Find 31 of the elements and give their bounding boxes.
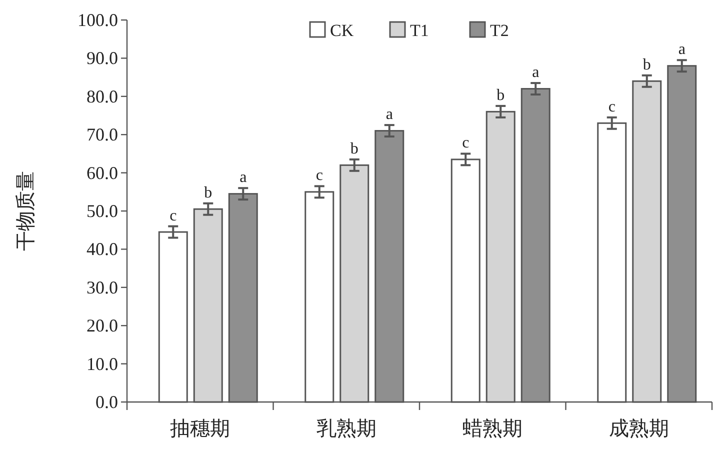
data-label: c	[462, 134, 470, 152]
legend-label: CK	[330, 21, 354, 40]
y-tick-label: 10.0	[86, 354, 118, 374]
y-tick-label: 90.0	[86, 48, 118, 68]
data-label: b	[496, 86, 505, 104]
y-axis-title: 干物质量	[15, 171, 37, 251]
data-label: a	[532, 64, 540, 82]
y-tick-label: 80.0	[86, 86, 118, 106]
y-tick-label: 100.0	[78, 10, 118, 30]
data-label: b	[642, 56, 651, 74]
data-label: b	[350, 140, 358, 158]
y-tick-label: 0.0	[96, 392, 118, 412]
data-label: b	[204, 184, 212, 202]
y-tick-label: 70.0	[86, 124, 118, 145]
data-label: c	[316, 167, 323, 184]
y-tick-label: 40.0	[86, 239, 118, 260]
y-tick-label: 50.0	[86, 201, 118, 221]
x-tick-label: 抽穗期	[170, 418, 230, 440]
y-tick-label: 30.0	[86, 277, 118, 298]
data-label: a	[386, 106, 393, 124]
x-tick-label: 成熟期	[608, 418, 669, 440]
data-label: a	[240, 169, 247, 186]
x-tick-label: 蜡熟期	[462, 418, 523, 440]
legend-label: T2	[490, 21, 509, 40]
data-label: a	[678, 41, 686, 58]
y-tick-label: 60.0	[86, 162, 118, 183]
x-tick-label: 乳熟期	[316, 418, 376, 440]
y-tick-label: 20.0	[86, 316, 118, 336]
legend-label: T1	[410, 21, 429, 40]
data-label: c	[170, 207, 177, 224]
data-label: c	[608, 98, 616, 116]
